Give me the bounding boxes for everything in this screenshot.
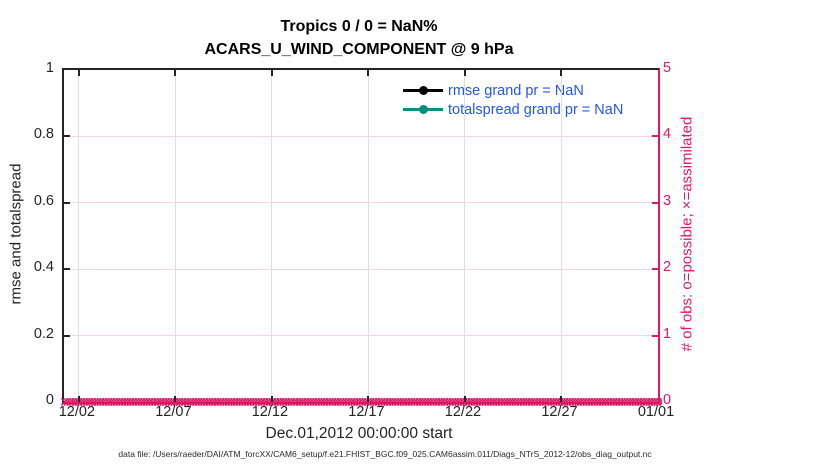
legend-entry: rmse grand pr = NaN — [403, 81, 623, 100]
x-tick-label: 12/22 — [444, 404, 482, 420]
x-tick-mark-bottom — [174, 396, 177, 402]
left-y-tick-label: 0 — [45, 392, 54, 408]
x-tick-mark-top — [463, 70, 466, 76]
horizontal-gridline — [64, 202, 658, 204]
y-tick-mark-left — [64, 334, 70, 337]
y-tick-mark-right — [652, 334, 658, 337]
right-axis-title: # of obs: o=possible; ×=assimilated — [678, 116, 696, 352]
y-tick-mark-left — [64, 135, 70, 138]
x-tick-mark-top — [560, 70, 563, 76]
vertical-gridline — [560, 70, 562, 402]
data-file-path: data file: /Users/raeder/DAI/ATM_forcXX/… — [118, 449, 652, 459]
left-y-tick-label: 1 — [45, 60, 54, 76]
y-tick-mark-right — [652, 268, 658, 271]
x-tick-label: 12/12 — [251, 404, 289, 420]
x-tick-mark-top — [77, 70, 80, 76]
vertical-gridline — [78, 70, 80, 402]
y-tick-mark-right — [652, 135, 658, 138]
legend-line-sample — [403, 81, 443, 100]
vertical-gridline — [271, 70, 273, 402]
left-y-tick-label: 0.8 — [33, 126, 54, 143]
title-block: Tropics 0 / 0 = NaN% ACARS_U_WIND_COMPON… — [62, 0, 656, 61]
chart-title: Tropics 0 / 0 = NaN% — [280, 18, 438, 35]
right-y-tick-label: 3 — [663, 192, 672, 209]
vertical-gridline — [174, 70, 176, 402]
legend-entry: totalspread grand pr = NaN — [403, 100, 623, 119]
legend: rmse grand pr = NaN totalspread grand pr … — [403, 81, 623, 119]
right-y-tick-label: 2 — [663, 259, 672, 276]
legend-marker-dot — [419, 86, 428, 95]
horizontal-gridline — [64, 268, 658, 270]
left-y-tick-label: 0.2 — [33, 325, 54, 342]
y-tick-mark-right — [652, 201, 658, 204]
horizontal-gridline — [64, 335, 658, 337]
x-tick-label: 12/27 — [541, 404, 578, 420]
legend-marker-dot — [419, 105, 428, 114]
left-y-tick-label: 0.4 — [33, 259, 54, 276]
x-tick-mark-bottom — [77, 396, 80, 402]
x-tick-mark-top — [367, 70, 370, 76]
plot-area: rmse grand pr = NaN totalspread grand pr … — [59, 68, 662, 410]
right-y-tick-label: 5 — [663, 60, 672, 76]
x-tick-mark-bottom — [367, 396, 370, 402]
x-tick-mark-top — [174, 70, 177, 76]
x-tick-mark-bottom — [463, 396, 466, 402]
x-tick-mark-top — [270, 70, 273, 76]
vertical-gridline — [367, 70, 369, 402]
x-tick-label: 01/01 — [637, 404, 675, 420]
left-y-tick-label: 0.6 — [33, 192, 54, 209]
y-tick-mark-left — [64, 201, 70, 204]
x-tick-mark-bottom — [560, 396, 563, 402]
y-tick-mark-left — [64, 268, 70, 271]
horizontal-gridline — [64, 135, 658, 137]
right-y-tick-label: 0 — [663, 392, 672, 408]
legend-label: rmse grand pr = NaN — [448, 82, 584, 99]
legend-line-sample — [403, 100, 443, 119]
x-tick-label: 12/02 — [58, 404, 95, 420]
right-y-tick-label: 1 — [663, 325, 672, 342]
legend-label: totalspread grand pr = NaN — [448, 101, 624, 118]
x-axis-label: Dec.01,2012 00:00:00 start — [265, 425, 453, 442]
x-tick-label: 12/17 — [348, 404, 385, 420]
right-y-tick-label: 4 — [663, 126, 672, 143]
x-tick-label: 12/07 — [155, 404, 192, 420]
x-tick-mark-bottom — [270, 396, 273, 402]
vertical-gridline — [464, 70, 466, 402]
left-axis-title: rmse and totalspread — [7, 163, 25, 305]
chart-subtitle: ACARS_U_WIND_COMPONENT @ 9 hPa — [204, 41, 514, 58]
